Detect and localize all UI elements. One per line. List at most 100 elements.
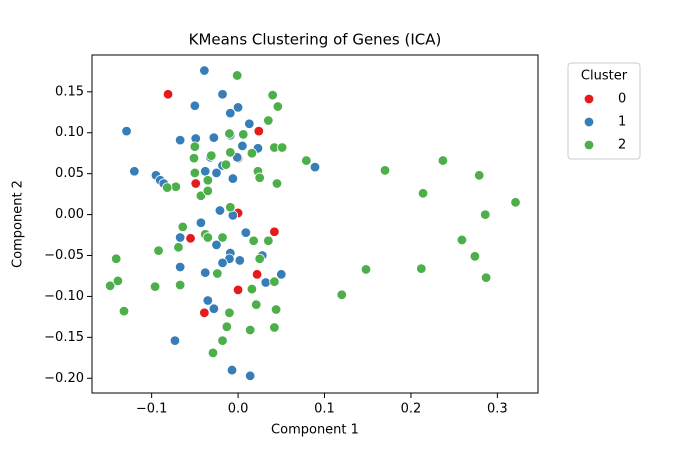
point <box>360 264 372 275</box>
legend-marker <box>583 139 595 151</box>
x-axis-label: Component 1 <box>271 423 359 438</box>
point <box>271 178 283 189</box>
point <box>238 129 249 140</box>
y-tick-label: 0.15 <box>55 84 84 99</box>
point <box>269 276 280 287</box>
point <box>254 172 265 183</box>
point <box>248 235 259 246</box>
point <box>469 251 481 262</box>
point <box>416 263 427 274</box>
point <box>174 232 186 243</box>
point <box>417 188 429 199</box>
point <box>202 185 214 197</box>
point <box>480 209 491 220</box>
point <box>208 132 220 143</box>
y-tick-label: 0.00 <box>55 207 84 222</box>
point <box>207 347 219 359</box>
point <box>232 102 244 113</box>
x-tick-label: 0.2 <box>401 402 422 417</box>
point <box>227 173 239 184</box>
point <box>510 197 521 208</box>
point <box>153 245 164 256</box>
point <box>269 322 280 333</box>
point <box>199 65 210 76</box>
point <box>112 275 124 287</box>
point <box>480 272 492 283</box>
point <box>206 150 217 161</box>
point <box>121 125 132 137</box>
point <box>226 364 238 376</box>
point <box>232 284 244 296</box>
point <box>185 233 196 244</box>
legend-box <box>567 62 641 160</box>
legend-marker <box>583 116 595 128</box>
point <box>199 307 210 318</box>
point <box>217 257 228 269</box>
point <box>263 115 274 126</box>
legend-label: 2 <box>618 138 626 153</box>
y-tick-label: 0.05 <box>55 166 84 181</box>
point <box>244 324 256 336</box>
point <box>173 242 184 253</box>
point <box>111 253 122 264</box>
point <box>246 148 258 159</box>
point <box>225 107 236 119</box>
point <box>161 182 173 193</box>
plot-frame <box>91 54 539 394</box>
point <box>200 166 211 177</box>
point <box>225 147 236 158</box>
point <box>177 221 188 233</box>
point <box>301 155 312 166</box>
point <box>232 70 243 81</box>
point <box>162 89 174 100</box>
y-tick-label: −0.10 <box>44 289 84 304</box>
point <box>276 142 288 153</box>
point <box>244 370 256 382</box>
point <box>246 283 258 295</box>
point <box>263 235 274 246</box>
point <box>224 307 235 318</box>
legend-label: 1 <box>618 115 626 130</box>
point <box>217 335 228 346</box>
point <box>474 170 485 181</box>
point <box>195 217 207 228</box>
point <box>272 101 284 112</box>
point <box>202 295 214 306</box>
point <box>217 232 228 243</box>
point <box>244 118 255 129</box>
point <box>260 277 271 288</box>
point <box>221 321 233 332</box>
point <box>251 269 263 280</box>
legend-label: 0 <box>618 92 626 107</box>
point <box>214 205 226 216</box>
point <box>211 239 222 251</box>
x-tick-label: 0.0 <box>228 402 249 417</box>
point <box>202 175 214 186</box>
chart-title: KMeans Clustering of Genes (ICA) <box>189 31 442 49</box>
y-tick-label: −0.15 <box>44 330 84 345</box>
point <box>336 289 347 300</box>
point <box>211 167 222 179</box>
y-tick-label: −0.05 <box>44 248 84 263</box>
point <box>269 226 280 237</box>
point <box>225 202 236 213</box>
point <box>104 280 116 291</box>
point <box>189 141 201 152</box>
point <box>270 304 282 315</box>
point <box>200 267 211 278</box>
point <box>224 128 235 139</box>
point <box>254 253 265 264</box>
point <box>237 140 248 152</box>
y-tick-label: 0.10 <box>55 125 84 140</box>
y-axis-label: Component 2 <box>11 180 26 268</box>
point <box>169 335 181 346</box>
point <box>189 167 201 179</box>
point <box>174 279 186 291</box>
point <box>456 234 468 246</box>
point <box>190 178 201 189</box>
point <box>253 125 265 137</box>
point <box>189 100 201 111</box>
point <box>129 166 140 177</box>
point <box>188 152 200 164</box>
